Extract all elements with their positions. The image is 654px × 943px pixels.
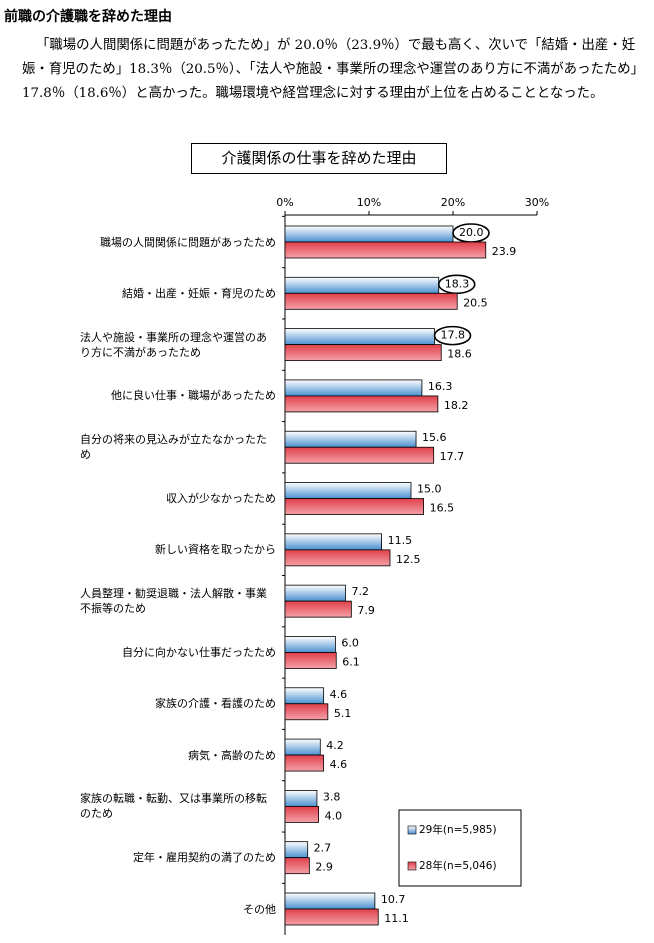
bar bbox=[284, 805, 319, 823]
bar bbox=[284, 636, 336, 653]
value-label: 4.6 bbox=[330, 688, 348, 701]
category-label: 家族の介護・看護のため bbox=[80, 696, 276, 711]
paragraph: 「職場の人間関係に問題があったため」が 20.0％（23.9％）で最も高く、次い… bbox=[22, 38, 638, 101]
bar bbox=[284, 498, 425, 515]
category-label-text: 家族の転職・転勤、又は事業所の移転のため bbox=[80, 792, 267, 821]
x-tick-label: 30% bbox=[525, 196, 549, 209]
value-label: 10.7 bbox=[381, 893, 406, 906]
value-label: 11.5 bbox=[388, 534, 413, 547]
legend-swatch bbox=[407, 825, 417, 835]
value-label: 4.2 bbox=[326, 739, 344, 752]
category-label-text: 結婚・出産・妊娠・育児のため bbox=[122, 286, 276, 300]
value-label: 15.6 bbox=[422, 431, 447, 444]
bar bbox=[284, 430, 417, 448]
x-tick-label: 20% bbox=[441, 196, 465, 209]
category-label-text: 自分に向かない仕事だったため bbox=[122, 645, 276, 659]
bar bbox=[284, 276, 440, 294]
category-label: 新しい資格を取ったから bbox=[80, 542, 276, 557]
x-tick-label: 0% bbox=[276, 196, 293, 209]
category-label: 定年・雇用契約の満了のため bbox=[80, 850, 276, 865]
category-label: 他に良い仕事・職場があったため bbox=[80, 388, 276, 403]
bar bbox=[284, 789, 318, 807]
value-label: 18.2 bbox=[444, 399, 469, 412]
category-label-text: 職場の人間関係に問題があったため bbox=[100, 235, 276, 249]
value-label: 17.7 bbox=[440, 450, 465, 463]
category-label: 収入が少なかったため bbox=[80, 491, 276, 506]
value-label: 6.0 bbox=[341, 636, 359, 649]
legend-label: 28年(n=5,046) bbox=[419, 859, 497, 872]
heading: 前職の介護職を辞めた理由 bbox=[4, 9, 172, 25]
bar bbox=[284, 482, 412, 499]
bar bbox=[284, 687, 325, 705]
value-label: 6.1 bbox=[342, 655, 360, 668]
bar bbox=[284, 584, 346, 602]
x-tick-label: 10% bbox=[357, 196, 381, 209]
category-label-text: 自分の将来の見込みが立たなかったため bbox=[80, 433, 267, 462]
value-label: 17.8 bbox=[441, 329, 466, 342]
category-label-text: 病気・高齢のため bbox=[188, 748, 276, 762]
value-label: 11.1 bbox=[384, 912, 409, 925]
bar bbox=[284, 292, 458, 310]
value-label: 16.3 bbox=[428, 380, 453, 393]
value-label: 20.0 bbox=[459, 226, 484, 239]
legend-swatch bbox=[407, 861, 417, 871]
highlight-circle bbox=[433, 325, 472, 346]
bar bbox=[284, 892, 376, 910]
value-label: 16.5 bbox=[430, 502, 455, 515]
category-label-text: 他に良い仕事・職場があったため bbox=[111, 389, 276, 403]
value-label: 4.6 bbox=[330, 758, 348, 771]
value-label: 2.9 bbox=[315, 861, 333, 874]
category-label: 人員整理・勧奨退職・法人解散・事業不振等のため bbox=[80, 586, 276, 616]
category-label-text: 家族の介護・看護のため bbox=[155, 697, 276, 711]
legend-box bbox=[398, 809, 522, 887]
bar bbox=[284, 841, 309, 859]
category-label-text: 人員整理・勧奨退職・法人解散・事業不振等のため bbox=[80, 587, 267, 616]
category-label-text: 新しい資格を取ったから bbox=[155, 543, 276, 557]
value-label: 23.9 bbox=[492, 245, 517, 258]
value-label: 15.0 bbox=[417, 483, 442, 496]
bar bbox=[284, 395, 439, 413]
category-label: 法人や施設・事業所の理念や運営のあり方に不満があったため bbox=[80, 330, 276, 360]
value-label: 5.1 bbox=[334, 707, 352, 720]
category-label: 自分に向かない仕事だったため bbox=[80, 645, 276, 660]
category-label-text: 収入が少なかったため bbox=[166, 492, 276, 506]
value-label: 4.0 bbox=[325, 809, 343, 822]
bar bbox=[284, 652, 337, 669]
bar bbox=[284, 533, 382, 551]
category-label: 職場の人間関係に問題があったため bbox=[80, 235, 276, 250]
category-label-text: 定年・雇用契約の満了のため bbox=[133, 851, 276, 865]
category-label-text: 法人や施設・事業所の理念や運営のあり方に不満があったため bbox=[80, 330, 267, 359]
bar bbox=[284, 703, 329, 721]
value-label: 7.2 bbox=[351, 585, 369, 598]
bar bbox=[284, 738, 321, 756]
bar bbox=[284, 754, 325, 772]
value-label: 7.9 bbox=[357, 604, 375, 617]
category-label: 病気・高齢のため bbox=[80, 748, 276, 763]
bar bbox=[284, 379, 423, 397]
bar bbox=[284, 600, 352, 618]
value-label: 12.5 bbox=[396, 553, 421, 566]
category-label: 自分の将来の見込みが立たなかったため bbox=[80, 432, 276, 462]
value-label: 2.7 bbox=[314, 842, 332, 855]
bar bbox=[284, 908, 379, 926]
bar bbox=[284, 549, 391, 567]
category-label-text: その他 bbox=[243, 902, 276, 916]
bar bbox=[284, 328, 435, 346]
category-label: その他 bbox=[80, 902, 276, 917]
value-label: 18.3 bbox=[445, 277, 470, 290]
value-label: 20.5 bbox=[463, 296, 488, 309]
category-label: 家族の転職・転勤、又は事業所の移転のため bbox=[80, 791, 276, 821]
bar bbox=[284, 857, 310, 875]
value-label: 3.8 bbox=[323, 790, 341, 803]
value-label: 18.6 bbox=[447, 348, 472, 361]
chart-title: 介護関係の仕事を辞めた理由 bbox=[191, 143, 447, 174]
bar bbox=[284, 344, 442, 362]
bar bbox=[284, 225, 454, 243]
bar bbox=[284, 241, 487, 259]
bar bbox=[284, 446, 435, 464]
category-label: 結婚・出産・妊娠・育児のため bbox=[80, 286, 276, 301]
legend-label: 29年(n=5,985) bbox=[419, 823, 497, 836]
